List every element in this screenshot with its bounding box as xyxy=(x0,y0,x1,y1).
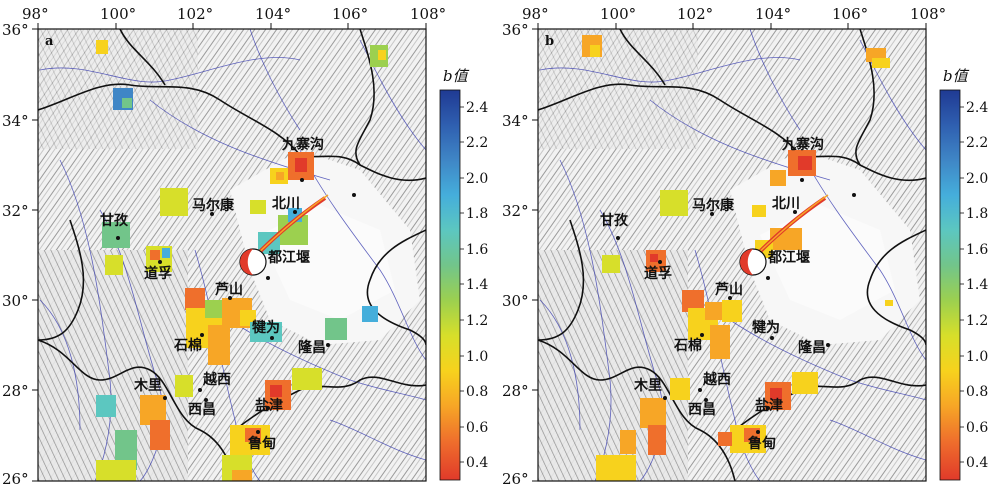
lat-tick: 36° xyxy=(502,21,529,39)
lon-tick: 108° xyxy=(910,5,946,23)
colorbar-tick: 0.4 xyxy=(966,455,988,471)
lon-ticks-b: 98° 100° 102° 104° 106° 108° xyxy=(522,5,946,23)
colorbar-a: b值 2.4 2.2 2.0 1.8 1.6 1.4 1.2 1.0 0.8 0… xyxy=(439,67,488,481)
lat-ticks-a: 36° 34° 32° 30° 28° 26° xyxy=(2,21,29,488)
place-label: 盐津 xyxy=(755,397,783,414)
colorbar-tick: 1.4 xyxy=(966,277,988,293)
colorbar-tick: 1.8 xyxy=(466,206,488,222)
colorbar-title: b值 xyxy=(443,67,470,85)
place-label: 盐津 xyxy=(255,397,283,414)
map-frame-a xyxy=(37,28,427,482)
place-label: 马尔康 xyxy=(692,197,735,214)
place-label: 石棉 xyxy=(173,337,202,354)
lon-tick: 104° xyxy=(255,5,291,23)
lon-tick: 98° xyxy=(22,5,49,23)
map-figure-b: 98° 100° 102° 104° 106° 108° 36° 34° 32°… xyxy=(502,5,988,488)
colorbar-tick: 2.4 xyxy=(466,100,488,116)
place-label: 九寨沟 xyxy=(281,136,324,153)
lat-tick: 26° xyxy=(502,470,529,488)
colorbar-tick: 0.4 xyxy=(466,455,488,471)
lat-tick: 32° xyxy=(502,202,529,220)
place-label: 甘孜 xyxy=(600,212,629,229)
lat-tick: 32° xyxy=(2,202,29,220)
colorbar-tick: 0.8 xyxy=(966,384,988,400)
lon-tick: 106° xyxy=(332,5,368,23)
colorbar-tick: 1.8 xyxy=(966,206,988,222)
place-label: 西昌 xyxy=(688,402,716,418)
place-label: 北川 xyxy=(772,196,800,212)
place-label: 越西 xyxy=(702,371,731,388)
place-label: 九寨沟 xyxy=(781,136,824,153)
colorbar-tick: 1.0 xyxy=(966,349,988,365)
lon-tick: 104° xyxy=(755,5,791,23)
place-label: 道孚 xyxy=(644,265,672,282)
colorbar-tick: 2.0 xyxy=(966,171,988,187)
colorbar-tick: 1.2 xyxy=(966,313,988,329)
colorbar-tick: 2.2 xyxy=(966,135,988,151)
colorbar-tick: 2.0 xyxy=(466,171,488,187)
place-label: 犍为 xyxy=(752,319,780,336)
place-label: 犍为 xyxy=(252,319,280,336)
place-label: 西昌 xyxy=(188,402,216,418)
lat-tick: 30° xyxy=(2,292,29,310)
colorbar-tick: 0.6 xyxy=(966,420,988,436)
lon-tick: 100° xyxy=(100,5,136,23)
map-figure-a: 98° 100° 102° 104° 106° 108° 36° 34° 32°… xyxy=(2,5,488,488)
place-labels-a: 九寨沟 马尔康 北川 甘孜 都江堰 道孚 芦山 犍为 石棉 隆昌 木里 越西 西… xyxy=(100,136,326,452)
colorbar-tick: 0.8 xyxy=(466,384,488,400)
lon-tick: 98° xyxy=(522,5,549,23)
lon-tick: 106° xyxy=(832,5,868,23)
lon-tick: 102° xyxy=(677,5,713,23)
relief-map-b xyxy=(538,29,926,481)
lat-ticks-b: 36° 34° 32° 30° 28° 26° xyxy=(502,21,529,488)
place-label: 隆昌 xyxy=(298,339,326,356)
place-label: 隆昌 xyxy=(798,339,826,356)
lon-tick: 100° xyxy=(600,5,636,23)
lat-tick: 34° xyxy=(2,112,29,130)
map-panel-b: 98° 100° 102° 104° 106° 108° 36° 34° 32°… xyxy=(500,0,1000,490)
colorbar-tick: 1.0 xyxy=(466,349,488,365)
colorbar-tick: 0.6 xyxy=(466,420,488,436)
place-label: 北川 xyxy=(272,196,300,212)
b-value-patches-a xyxy=(96,40,388,481)
lon-tick: 108° xyxy=(410,5,446,23)
place-label: 鲁甸 xyxy=(747,435,776,452)
place-label: 石棉 xyxy=(673,337,702,354)
map-frame-b xyxy=(537,28,927,482)
place-label: 芦山 xyxy=(215,281,243,298)
place-label: 马尔康 xyxy=(192,197,235,214)
colorbar-tick: 1.6 xyxy=(466,242,488,258)
place-labels-b: 九寨沟 马尔康 北川 甘孜 都江堰 道孚 芦山 犍为 石棉 隆昌 木里 越西 西… xyxy=(600,136,826,452)
lat-tick: 34° xyxy=(502,112,529,130)
place-label: 都江堰 xyxy=(767,249,810,266)
place-label: 木里 xyxy=(133,377,162,394)
colorbar-title: b值 xyxy=(943,67,970,85)
place-label: 甘孜 xyxy=(100,212,129,229)
colorbar-tick: 1.2 xyxy=(466,313,488,329)
relief-map-a xyxy=(38,29,426,481)
colorbar-tick: 2.4 xyxy=(966,100,988,116)
place-label: 越西 xyxy=(202,371,231,388)
panel-letter: a xyxy=(45,34,54,49)
panel-letter: b xyxy=(545,34,554,49)
focal-mechanism-icon xyxy=(239,248,267,276)
focal-mechanism-icon xyxy=(739,248,767,276)
place-label: 鲁甸 xyxy=(247,435,276,452)
colorbar-tick: 1.6 xyxy=(966,242,988,258)
map-panel-a: 98° 100° 102° 104° 106° 108° 36° 34° 32°… xyxy=(2,5,488,488)
place-label: 木里 xyxy=(633,377,662,394)
place-label: 芦山 xyxy=(715,281,743,298)
colorbar-tick: 1.4 xyxy=(466,277,488,293)
colorbar-tick: 2.2 xyxy=(466,135,488,151)
lat-tick: 36° xyxy=(2,21,29,39)
lat-tick: 26° xyxy=(2,470,29,488)
lat-tick: 28° xyxy=(502,382,529,400)
place-label: 都江堰 xyxy=(267,249,310,266)
colorbar-b: b值 2.4 2.2 2.0 1.8 1.6 1.4 1.2 1.0 0.8 0… xyxy=(939,67,988,481)
lon-ticks-a: 98° 100° 102° 104° 106° 108° xyxy=(22,5,446,23)
lat-tick: 30° xyxy=(502,292,529,310)
lat-tick: 28° xyxy=(2,382,29,400)
lon-tick: 102° xyxy=(177,5,213,23)
place-label: 道孚 xyxy=(144,265,172,282)
